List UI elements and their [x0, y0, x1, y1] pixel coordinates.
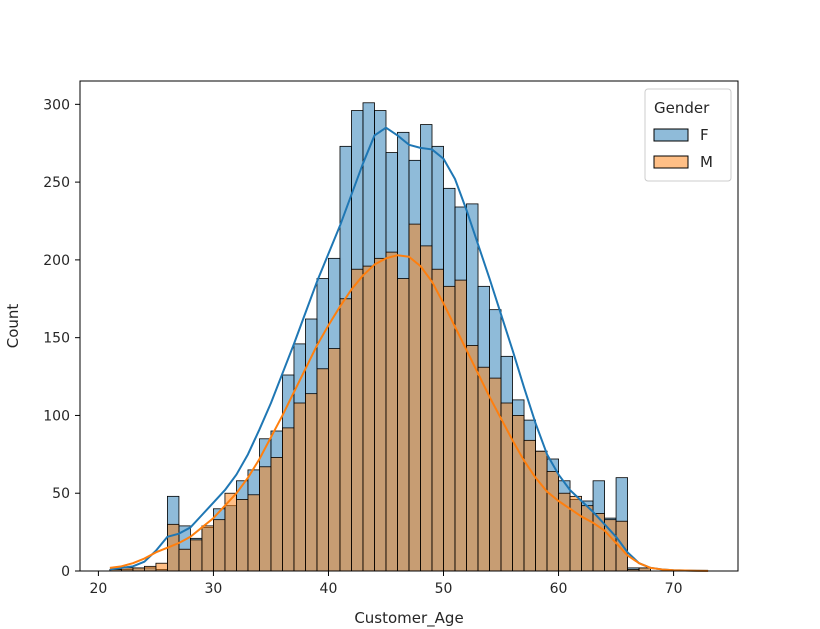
- legend-label-m: M: [700, 153, 713, 171]
- bar-m-59: [546, 471, 559, 572]
- y-axis: 0 50 100 150 200 250 300: [43, 97, 80, 580]
- bar-m-48: [420, 245, 433, 572]
- kde-line-m: [109, 254, 709, 572]
- bar-m-25: [155, 562, 168, 572]
- bar-m-62: [581, 505, 594, 572]
- legend-title: Gender: [654, 99, 710, 117]
- bar-m-41: [339, 298, 352, 572]
- bar-m-46: [397, 278, 410, 572]
- bar-m-45: [385, 251, 398, 572]
- legend-swatch-m: [653, 155, 689, 169]
- bar-m-37: [293, 402, 306, 572]
- y-tick-label: 250: [43, 175, 70, 191]
- bar-m-51: [454, 279, 467, 572]
- y-tick-label: 0: [61, 564, 70, 580]
- x-tick-label: 70: [665, 581, 683, 597]
- x-tick-label: 50: [435, 581, 453, 597]
- bar-m-53: [477, 366, 490, 572]
- x-tick-label: 20: [89, 581, 107, 597]
- bar-m-28: [190, 539, 203, 572]
- kde-layer: [109, 126, 709, 572]
- x-axis: 20 30 40 50 60 70: [89, 571, 682, 597]
- bar-m-42: [351, 268, 364, 572]
- bar-m-44: [374, 257, 387, 572]
- bars-layer: [109, 102, 651, 572]
- legend: Gender F M: [644, 88, 732, 182]
- legend-label-f: F: [700, 126, 709, 144]
- bar-m-33: [247, 494, 260, 572]
- legend-swatch-f: [653, 128, 689, 142]
- bar-m-27: [178, 548, 191, 572]
- y-axis-title: Count: [4, 304, 22, 349]
- bar-m-50: [443, 285, 456, 572]
- y-tick-label: 200: [43, 253, 70, 269]
- plot-frame: [79, 80, 739, 572]
- bar-m-58: [535, 450, 548, 572]
- bar-m-61: [569, 495, 582, 572]
- bar-m-32: [236, 499, 249, 572]
- bar-m-30: [213, 519, 226, 572]
- bar-m-36: [282, 427, 295, 572]
- x-axis-title: Customer_Age: [354, 609, 463, 628]
- bar-m-43: [362, 265, 375, 572]
- bar-m-47: [408, 223, 421, 572]
- bar-m-49: [431, 268, 444, 572]
- y-tick-label: 300: [43, 97, 70, 113]
- bar-m-40: [328, 348, 341, 572]
- bar-m-35: [270, 457, 283, 572]
- bar-m-38: [305, 393, 318, 572]
- y-tick-label: 50: [52, 486, 70, 502]
- y-tick-label: 150: [43, 331, 70, 347]
- y-tick-label: 100: [43, 408, 70, 424]
- bar-m-34: [259, 466, 272, 572]
- x-tick-label: 60: [550, 581, 568, 597]
- bar-m-56: [512, 415, 525, 572]
- kde-line-f: [109, 126, 709, 572]
- x-tick-label: 30: [205, 581, 223, 597]
- x-tick-label: 40: [320, 581, 338, 597]
- bar-m-39: [316, 368, 329, 572]
- bar-m-24: [144, 565, 157, 572]
- bar-m-52: [466, 345, 479, 572]
- bar-m-29: [201, 525, 214, 572]
- bar-m-57: [523, 439, 536, 572]
